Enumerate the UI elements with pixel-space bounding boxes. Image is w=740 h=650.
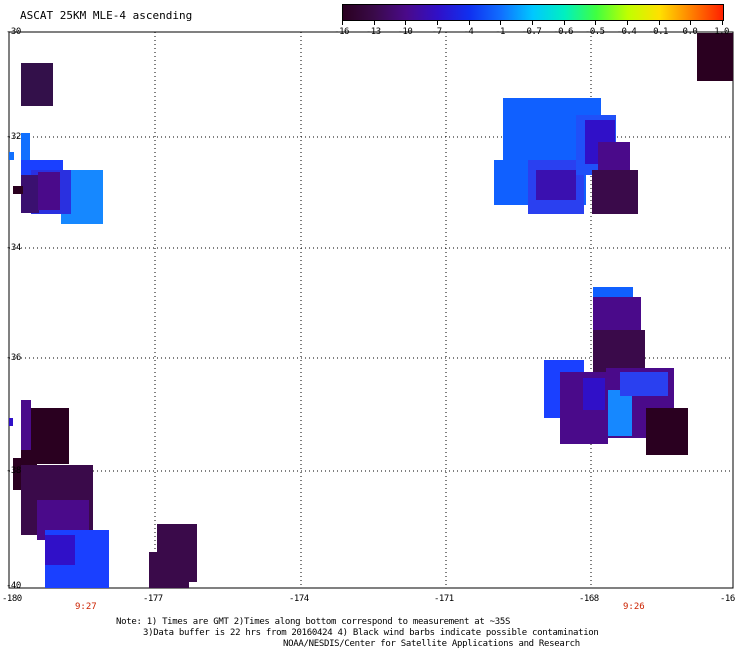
colorbar-tick-label: -0.1 [648, 27, 668, 37]
colorbar-tick-mark [468, 21, 470, 25]
colorbar-tick-mark [532, 21, 533, 25]
colorbar-tick-mark [405, 21, 407, 25]
plot-frame [8, 31, 734, 589]
colorbar-tick-label: 0.0 [682, 27, 698, 37]
note-line-3: NOAA/NESDIS/Center for Satellite Applica… [283, 639, 580, 649]
colorbar-tick-mark [563, 21, 565, 25]
lat-label: -38 [6, 466, 21, 476]
colorbar-tick-label: -0.6 [553, 27, 573, 37]
lat-label: -34 [6, 243, 21, 253]
lat-label: -30 [6, 27, 21, 37]
lon-label: -16 [720, 594, 735, 604]
lon-label: -177 [143, 594, 163, 604]
colorbar-tick-mark [722, 21, 723, 25]
colorbar-tick-mark [595, 21, 597, 25]
colorbar [342, 4, 724, 21]
colorbar-tick-mark [342, 21, 343, 25]
colorbar-tick-mark [500, 21, 502, 25]
lat-label: -36 [6, 353, 21, 363]
lon-label: -171 [434, 594, 454, 604]
lon-label: -168 [579, 594, 599, 604]
note-line-1: Note: 1) Times are GMT 2)Times along bot… [116, 617, 511, 627]
colorbar-tick-mark [437, 21, 438, 25]
colorbar-tick-label: -0.7 [521, 27, 542, 37]
lon-label: -174 [289, 594, 309, 604]
colorbar-tick-label: 1.0 [714, 27, 729, 37]
note-line-2: 3)Data buffer is 22 hrs from 20160424 4)… [143, 628, 599, 638]
colorbar-tick-mark [658, 21, 660, 25]
colorbar-tick-label: -4 [463, 27, 474, 37]
wind-swath-upper-right [494, 33, 733, 214]
pass-time-right: 9:26 [623, 602, 645, 612]
pass-time-left: 9:27 [75, 602, 97, 612]
colorbar-tick-label: -16 [334, 27, 349, 37]
colorbar-tick-label: -0.4 [616, 27, 637, 37]
lon-label: -180 [2, 594, 22, 604]
wind-swath-lower-left [9, 400, 197, 588]
colorbar-tick-mark [373, 21, 375, 25]
colorbar-tick-label: -1 [495, 27, 505, 37]
colorbar-tick-label: -10 [397, 27, 413, 37]
colorbar-tick-label: -0.5 [584, 27, 605, 37]
lat-label: -40 [6, 581, 21, 591]
lat-label: -32 [6, 132, 21, 142]
colorbar-tick-label: -13 [365, 27, 381, 37]
map-title: ASCAT 25KM MLE-4 ascending [20, 9, 193, 22]
wind-swath-upper-left [9, 63, 103, 224]
colorbar-tick-mark [627, 21, 628, 25]
colorbar-tick-label: -7 [431, 27, 442, 37]
wind-swath-middle-right [544, 287, 688, 455]
colorbar-tick-mark [690, 21, 692, 25]
